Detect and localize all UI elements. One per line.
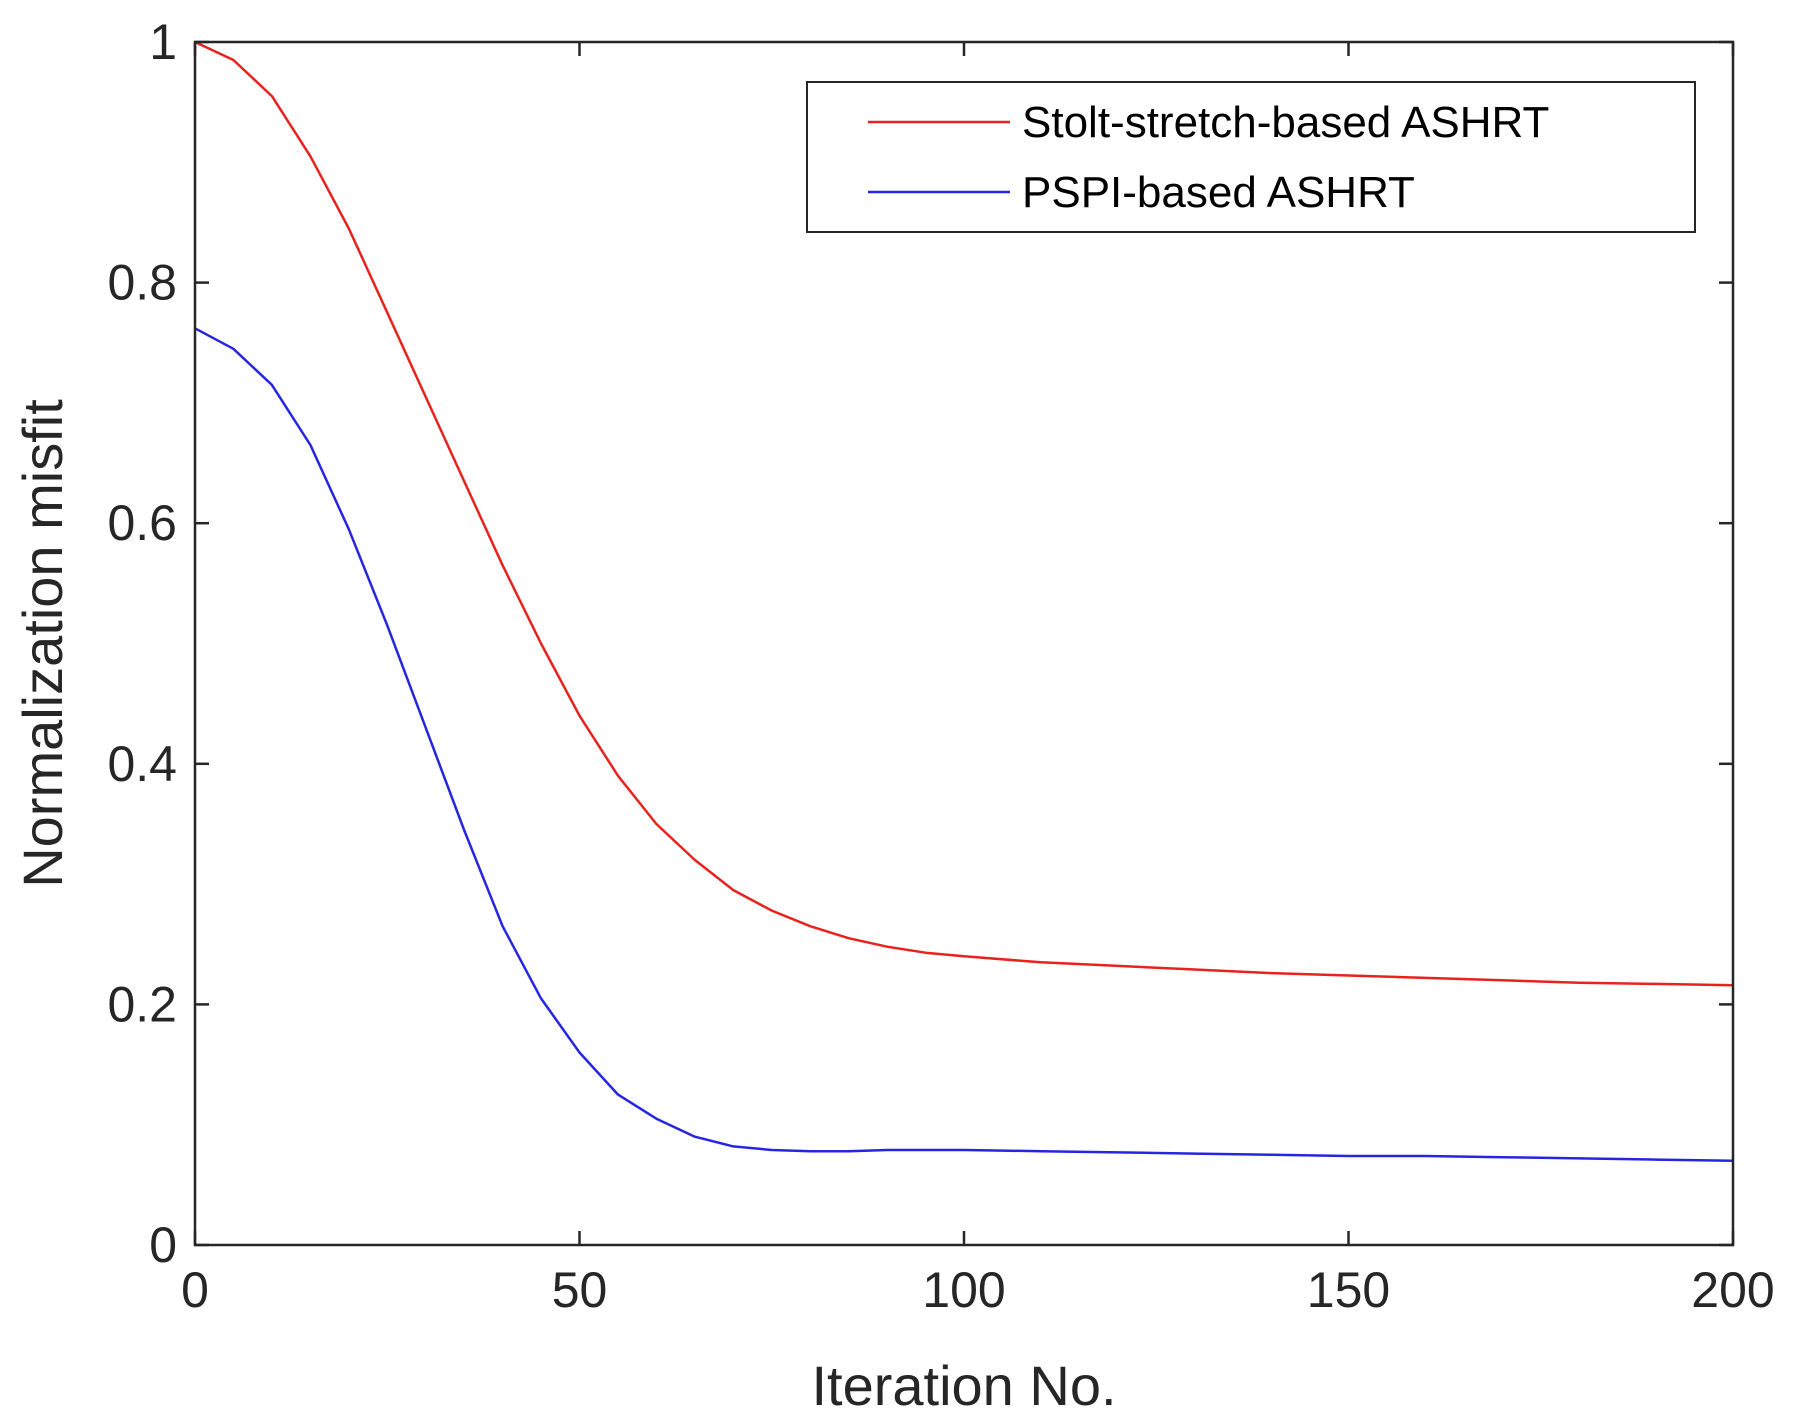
y-tick-label: 0.6 — [107, 495, 177, 551]
x-tick-label: 0 — [181, 1262, 209, 1318]
x-tick-label: 50 — [552, 1262, 608, 1318]
y-tick-label: 0.4 — [107, 736, 177, 792]
series-line-stolt — [194, 40, 1734, 987]
legend-label-stolt: Stolt-stretch-based ASHRT — [1022, 98, 1549, 147]
series-layer — [194, 40, 1734, 1163]
x-tick-label: 100 — [922, 1262, 1005, 1318]
y-tick-label: 0.8 — [107, 255, 177, 311]
y-axis-title: Normalization misfit — [11, 399, 74, 888]
y-tick-label: 0 — [149, 1217, 177, 1273]
y-tick-label: 1 — [149, 14, 177, 70]
legend-box — [806, 81, 1696, 233]
tick-layer: 0 50 100 150 200 0 0.2 0.4 0.6 0.8 1 — [107, 14, 1774, 1318]
series-line-pspi — [194, 327, 1734, 1163]
legend: Stolt-stretch-based ASHRT PSPI-based ASH… — [806, 81, 1696, 233]
x-axis-title: Iteration No. — [811, 1354, 1116, 1417]
y-tick-label: 0.2 — [107, 976, 177, 1032]
x-tick-label: 200 — [1691, 1262, 1774, 1318]
plot-area — [195, 42, 1733, 1245]
legend-label-pspi: PSPI-based ASHRT — [1022, 168, 1415, 217]
x-tick-label: 150 — [1307, 1262, 1390, 1318]
